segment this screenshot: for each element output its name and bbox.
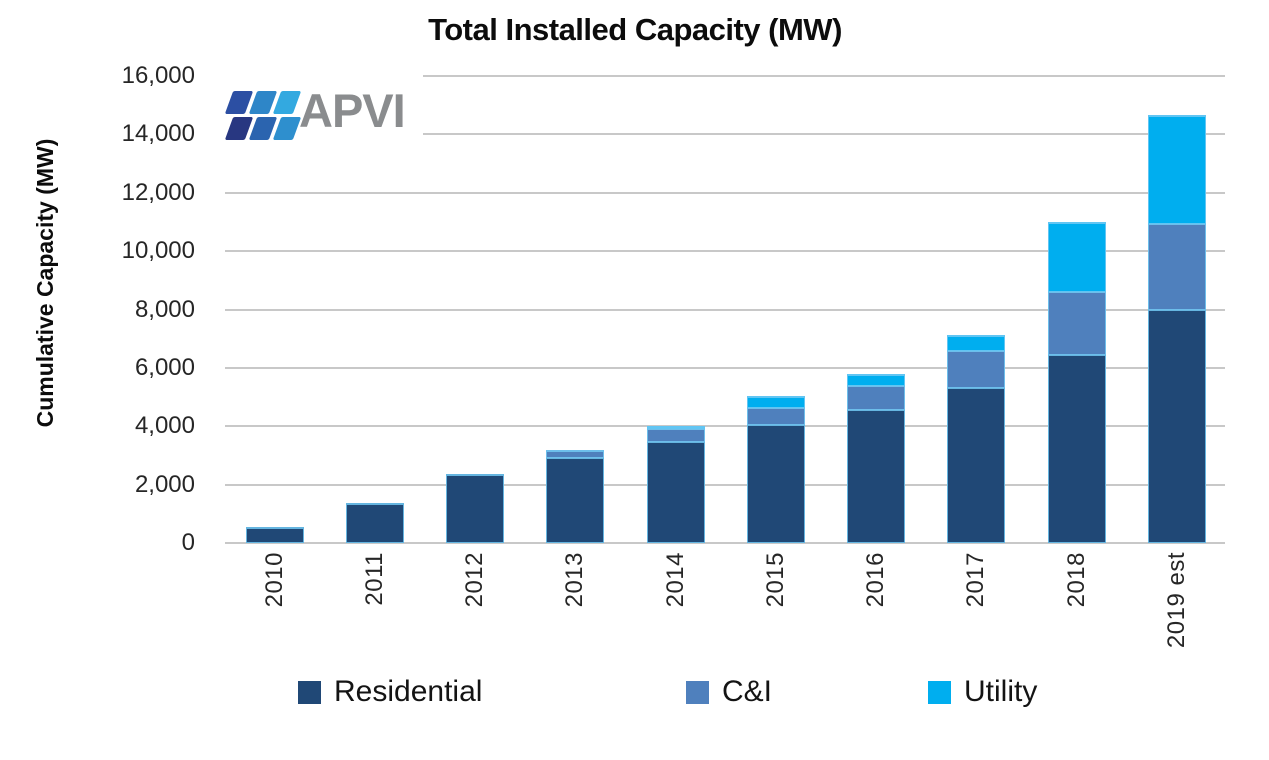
x-tick-label: 2014 <box>661 552 689 608</box>
bar-2017 <box>947 334 1006 543</box>
bar-segment-residential <box>1148 310 1207 543</box>
logo-tile-row <box>224 117 302 140</box>
bar-segment-residential <box>847 409 906 543</box>
bar-2016 <box>847 373 906 543</box>
bar-segment-utility <box>847 373 906 386</box>
bar-2010 <box>245 526 304 543</box>
logo-tile <box>272 117 302 140</box>
bar-2011 <box>345 503 404 543</box>
bar-segment-ci <box>1148 223 1207 311</box>
utility-swatch-icon <box>928 680 951 704</box>
bar-segment-ci <box>746 408 805 426</box>
x-tick-label: 2018 <box>1062 552 1090 608</box>
gridline <box>225 483 1225 486</box>
bar-segment-ci <box>847 385 906 410</box>
y-tick-label: 4,000 <box>134 412 195 440</box>
bar-2013 <box>546 450 605 543</box>
gridline <box>225 133 1225 136</box>
bar-segment-residential <box>345 503 404 543</box>
gridline <box>225 250 1225 253</box>
bar-segment-residential <box>947 388 1006 543</box>
gridline <box>225 366 1225 369</box>
x-tick-label: 2015 <box>761 552 789 608</box>
bar-segment-ci <box>646 429 705 442</box>
bar-segment-residential <box>245 526 304 543</box>
chart-title: Total Installed Capacity (MW) <box>428 12 842 47</box>
x-tick-label: 2017 <box>962 552 990 608</box>
y-tick-label: 8,000 <box>134 295 195 323</box>
plot-area <box>225 75 1225 544</box>
x-tick-label: 2011 <box>360 552 388 606</box>
bar-segment-ci <box>546 450 605 459</box>
x-tick-label: 2013 <box>561 552 589 608</box>
bar-2015 <box>746 396 805 543</box>
logo-tile <box>272 91 302 114</box>
y-tick-label: 2,000 <box>134 470 195 498</box>
legend-label: C&I <box>722 675 773 708</box>
apvi-logo-text: APVI <box>299 84 406 137</box>
bar-2019-est <box>1148 115 1207 543</box>
y-tick-label: 12,000 <box>121 178 195 206</box>
bar-segment-residential <box>646 441 705 543</box>
x-tick-label: 2010 <box>260 552 288 608</box>
legend-label: Utility <box>964 675 1038 708</box>
gridline <box>225 425 1225 428</box>
ci-swatch-icon <box>686 680 709 704</box>
x-tick-label: 2012 <box>461 552 489 608</box>
bar-segment-residential <box>1047 354 1106 543</box>
residential-swatch-icon <box>298 680 321 704</box>
x-tick-label: 2019 est <box>1163 552 1191 649</box>
bar-segment-utility <box>746 396 805 409</box>
bar-2012 <box>446 474 505 543</box>
gridline <box>225 75 1225 77</box>
bar-segment-utility <box>1148 115 1207 224</box>
bar-segment-residential <box>446 474 505 543</box>
bar-segment-residential <box>546 458 605 543</box>
bar-2014 <box>646 426 705 543</box>
bar-segment-utility <box>947 334 1006 351</box>
y-tick-label: 14,000 <box>121 120 195 148</box>
apvi-logo: APVI <box>221 69 423 147</box>
bar-segment-utility <box>646 426 705 430</box>
legend-item-residential: Residential <box>298 675 482 709</box>
apvi-logo-solar-panel-icon <box>224 91 302 140</box>
gridline <box>225 542 1225 544</box>
gridline <box>225 308 1225 311</box>
bar-segment-ci <box>947 350 1006 389</box>
bar-segment-residential <box>746 425 805 543</box>
bar-2018 <box>1047 221 1106 543</box>
legend-item-ci: C&I <box>686 675 772 709</box>
logo-tile-row <box>224 91 302 114</box>
y-tick-label: 0 <box>181 529 195 556</box>
y-tick-label: 10,000 <box>121 237 195 265</box>
gridline <box>225 191 1225 194</box>
y-axis-title: Cumulative Capacity (MW) <box>32 138 58 428</box>
x-tick-label: 2016 <box>862 552 890 608</box>
y-tick-label: 6,000 <box>134 353 195 381</box>
legend-item-utility: Utility <box>928 675 1037 709</box>
legend-label: Residential <box>334 675 483 708</box>
y-tick-label: 16,000 <box>121 62 195 89</box>
bar-segment-ci <box>1047 292 1106 355</box>
bar-segment-utility <box>1047 221 1106 293</box>
